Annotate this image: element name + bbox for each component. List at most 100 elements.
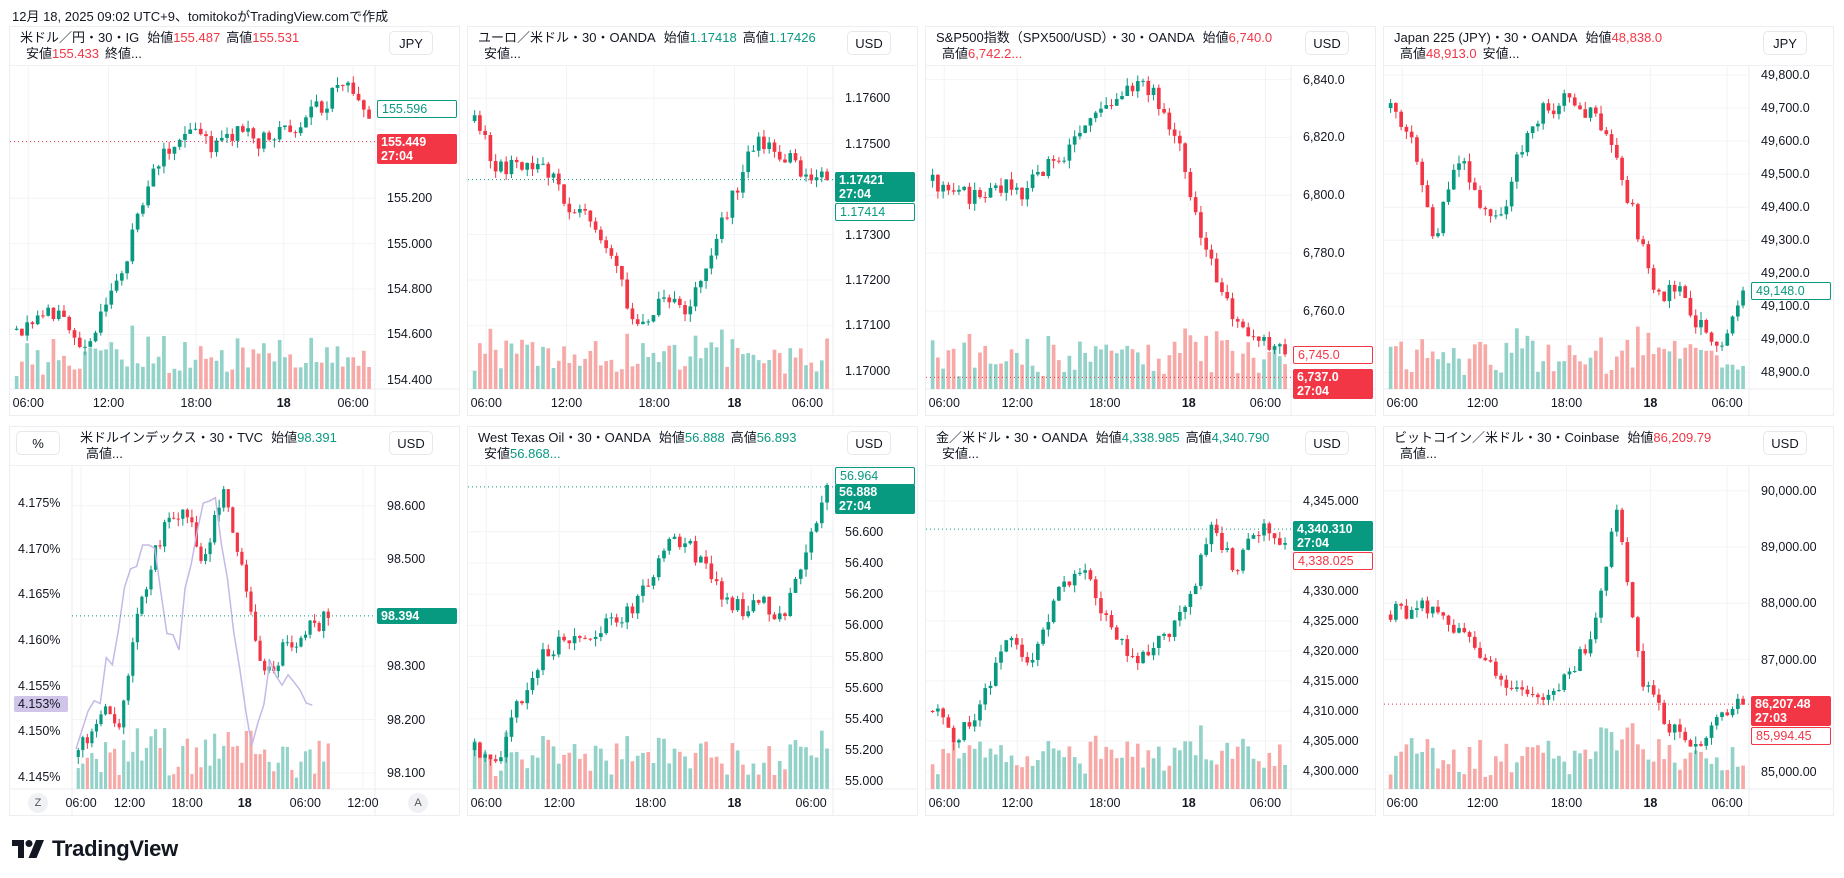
candle bbox=[203, 554, 208, 561]
candle bbox=[972, 190, 977, 204]
volume-bar bbox=[108, 752, 112, 789]
volume-bar bbox=[993, 364, 998, 389]
symbol-name[interactable]: 米ドルインデックス・30・TVC bbox=[80, 430, 264, 445]
currency-button[interactable]: USD bbox=[847, 431, 891, 455]
candle bbox=[577, 208, 582, 213]
symbol-name[interactable]: ユーロ／米ドル・30・OANDA bbox=[478, 30, 656, 45]
currency-button[interactable]: USD bbox=[1305, 431, 1349, 455]
volume-bar bbox=[213, 733, 217, 789]
price-axis-tick-label: 6,780.0 bbox=[1303, 246, 1345, 261]
chart-panel[interactable]: 米ドルインデックス・30・TVC 始値98.391高値... USD% 4.145% 4… bbox=[9, 426, 460, 816]
candle bbox=[978, 190, 982, 198]
candle bbox=[1225, 548, 1230, 550]
volume-bar bbox=[978, 352, 982, 389]
price-chart[interactable] bbox=[1384, 427, 1834, 816]
volume-bar bbox=[809, 755, 814, 789]
currency-button[interactable]: USD bbox=[1305, 31, 1349, 55]
chart-panel[interactable]: Japan 225 (JPY)・30・OANDA 始値48,838.0高値48,9… bbox=[1383, 26, 1834, 416]
volume-bar bbox=[258, 754, 262, 789]
volume-bar bbox=[158, 747, 162, 789]
volume-bar bbox=[967, 333, 972, 389]
chart-panel[interactable]: West Texas Oil・30・OANDA 始値56.888 高値56.893安… bbox=[467, 426, 918, 816]
volume-series bbox=[1388, 723, 1745, 789]
symbol-name[interactable]: S&P500指数（SPX500/USD）・30・OANDA bbox=[936, 30, 1195, 45]
volume-bar bbox=[117, 774, 121, 789]
candle bbox=[1625, 180, 1630, 203]
symbol-name[interactable]: West Texas Oil・30・OANDA bbox=[478, 430, 651, 445]
symbol-legend[interactable]: 米ドルインデックス・30・TVC 始値98.391高値... bbox=[80, 430, 367, 462]
volume-bar bbox=[951, 743, 956, 789]
chart-panel[interactable]: 金／米ドル・30・OANDA 始値4,338.985 高値4,340.790安値..… bbox=[925, 426, 1376, 816]
price-axis-tick-label: 4,310.000 bbox=[1303, 704, 1359, 718]
volume-bar bbox=[262, 343, 266, 389]
candle bbox=[478, 115, 482, 131]
price-chart[interactable] bbox=[468, 27, 918, 416]
volume-bar bbox=[804, 365, 808, 389]
symbol-legend[interactable]: 金／米ドル・30・OANDA 始値4,338.985 高値4,340.790安値..… bbox=[936, 430, 1283, 462]
candle bbox=[1441, 201, 1446, 234]
symbol-name[interactable]: Japan 225 (JPY)・30・OANDA bbox=[1394, 30, 1578, 45]
price-chart[interactable] bbox=[926, 27, 1376, 416]
auto-button[interactable]: A bbox=[408, 793, 428, 813]
symbol-name[interactable]: 金／米ドル・30・OANDA bbox=[936, 430, 1088, 445]
candle bbox=[1467, 161, 1472, 183]
volume-bar bbox=[930, 340, 935, 389]
volume-bar bbox=[988, 748, 993, 789]
candle bbox=[1072, 136, 1077, 145]
candle bbox=[1078, 572, 1082, 574]
price-chart[interactable] bbox=[10, 427, 460, 816]
price-chart[interactable] bbox=[926, 427, 1376, 816]
candle bbox=[1272, 346, 1277, 350]
candle bbox=[262, 132, 266, 149]
volume-bar bbox=[725, 366, 729, 389]
percent-scale-button[interactable]: % bbox=[16, 431, 60, 455]
currency-button[interactable]: USD bbox=[389, 431, 433, 455]
volume-bar bbox=[1178, 353, 1182, 389]
candle bbox=[1504, 679, 1509, 688]
currency-button[interactable]: USD bbox=[1763, 431, 1807, 455]
candle bbox=[294, 646, 299, 648]
volume-bar bbox=[1678, 358, 1682, 389]
candle bbox=[762, 596, 766, 603]
volume-bar bbox=[214, 360, 219, 389]
candle bbox=[1399, 111, 1403, 127]
volume-bar bbox=[41, 374, 45, 389]
price-chart[interactable] bbox=[1384, 27, 1834, 416]
candle bbox=[113, 714, 117, 724]
symbol-legend[interactable]: 米ドル／円・30・IG 始値155.487 高値155.531安値155.433 終値… bbox=[20, 30, 367, 62]
chart-panel[interactable]: ビットコイン／米ドル・30・Coinbase 始値86,209.79高値... US… bbox=[1383, 426, 1834, 816]
price-axis-tick-label: 4,315.000 bbox=[1303, 674, 1359, 688]
volume-bar bbox=[525, 344, 530, 389]
symbol-legend[interactable]: West Texas Oil・30・OANDA 始値56.888 高値56.893安… bbox=[478, 430, 825, 462]
volume-bar bbox=[267, 353, 271, 389]
candle bbox=[1651, 268, 1656, 290]
chart-panel[interactable]: S&P500指数（SPX500/USD）・30・OANDA 始値6,740.0高値… bbox=[925, 26, 1376, 416]
candle bbox=[1241, 321, 1245, 328]
currency-button[interactable]: JPY bbox=[389, 31, 433, 55]
price-chart[interactable] bbox=[10, 27, 460, 416]
symbol-legend[interactable]: ビットコイン／米ドル・30・Coinbase 始値86,209.79高値... bbox=[1394, 430, 1741, 462]
candle bbox=[1209, 249, 1214, 259]
symbol-name[interactable]: 米ドル／円・30・IG bbox=[20, 30, 140, 45]
symbol-legend[interactable]: Japan 225 (JPY)・30・OANDA 始値48,838.0高値48,9… bbox=[1394, 30, 1741, 62]
volume-bar bbox=[1125, 345, 1130, 389]
chart-panel[interactable]: 米ドル／円・30・IG 始値155.487 高値155.531安値155.433 終値… bbox=[9, 26, 460, 416]
currency-button[interactable]: USD bbox=[847, 31, 891, 55]
volume-bar bbox=[1014, 352, 1019, 389]
symbol-legend[interactable]: S&P500指数（SPX500/USD）・30・OANDA 始値6,740.0高値… bbox=[936, 30, 1283, 62]
currency-button[interactable]: JPY bbox=[1763, 31, 1807, 55]
zoom-button[interactable]: Z bbox=[28, 793, 48, 813]
volume-bar bbox=[825, 338, 829, 389]
candle bbox=[281, 642, 285, 666]
volume-bar bbox=[1025, 756, 1030, 789]
ohlc-label: 高値 bbox=[1185, 430, 1212, 445]
volume-bar bbox=[288, 354, 293, 389]
candle bbox=[1593, 617, 1598, 640]
ohlc-value: 4,340.790 bbox=[1211, 430, 1270, 445]
candle bbox=[90, 731, 94, 744]
chart-panel[interactable]: ユーロ／米ドル・30・OANDA 始値1.17418 高値1.17426安値... U… bbox=[467, 26, 918, 416]
symbol-legend[interactable]: ユーロ／米ドル・30・OANDA 始値1.17418 高値1.17426安値... bbox=[478, 30, 825, 62]
symbol-name[interactable]: ビットコイン／米ドル・30・Coinbase bbox=[1394, 430, 1620, 445]
tradingview-logo[interactable]: TradingView bbox=[12, 836, 178, 862]
price-chart[interactable] bbox=[468, 427, 918, 816]
